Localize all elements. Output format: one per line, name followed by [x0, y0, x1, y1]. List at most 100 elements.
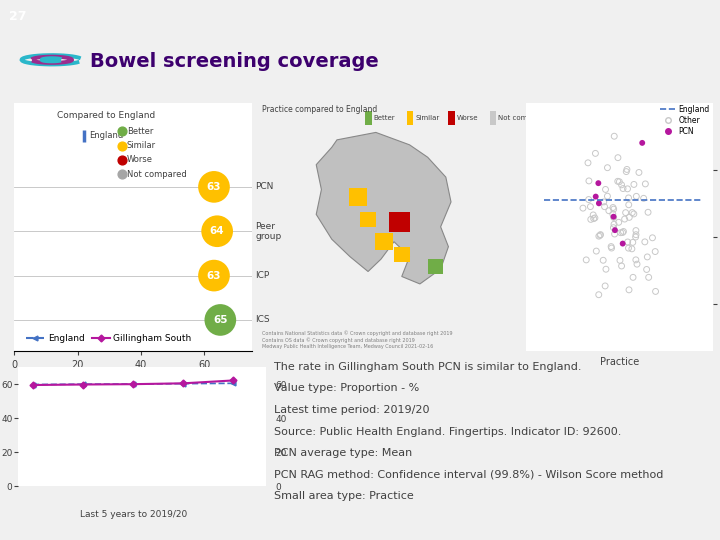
Point — [606, 242, 617, 251]
Point — [212, 227, 223, 235]
Text: 64: 64 — [210, 226, 225, 236]
Point — [588, 211, 599, 219]
Point — [617, 239, 629, 248]
Point — [616, 180, 627, 189]
Point — [583, 177, 595, 185]
Point — [623, 200, 634, 209]
Point — [590, 247, 602, 255]
Point — [608, 213, 619, 222]
Text: Worse: Worse — [127, 156, 153, 164]
Legend: England, Other, PCN: England, Other, PCN — [657, 102, 713, 139]
Text: Source: Public Health England. Fingertips. Indicator ID: 92600.: Source: Public Health England. Fingertip… — [274, 427, 621, 436]
Point — [603, 206, 615, 215]
Point — [598, 198, 610, 206]
Text: Worse: Worse — [456, 114, 478, 120]
Point — [589, 214, 600, 222]
Point — [585, 215, 597, 224]
Gillingham South — [129, 381, 138, 387]
Point — [613, 218, 624, 227]
Text: England: England — [89, 131, 123, 140]
Point — [622, 238, 634, 246]
Point — [593, 179, 604, 187]
Point — [599, 202, 611, 211]
Point — [621, 165, 633, 174]
Point — [588, 214, 600, 223]
Point — [639, 238, 651, 246]
Point — [208, 183, 220, 191]
Point — [602, 164, 613, 172]
Point — [598, 256, 609, 265]
Point — [643, 273, 654, 282]
Line: England: England — [30, 381, 236, 387]
Text: Not compared: Not compared — [498, 114, 547, 120]
Point — [607, 210, 618, 218]
Bar — [407, 111, 413, 125]
Point — [622, 185, 634, 193]
Text: Latest time period: 2019/20: Latest time period: 2019/20 — [274, 405, 429, 415]
Text: Contains National Statistics data © Crown copyright and database right 2019
Cont: Contains National Statistics data © Crow… — [262, 330, 452, 348]
Gillingham South — [179, 380, 188, 387]
Text: Similar: Similar — [127, 141, 156, 150]
Point — [608, 220, 620, 228]
Point — [626, 245, 638, 253]
Point — [627, 273, 639, 282]
Gillingham South — [29, 382, 37, 388]
Text: Similar: Similar — [415, 114, 439, 120]
Point — [590, 149, 601, 158]
Point — [215, 315, 226, 324]
Text: Bowel screening coverage: Bowel screening coverage — [90, 51, 379, 71]
Point — [585, 202, 596, 211]
Point — [608, 212, 619, 221]
Bar — [490, 111, 496, 125]
Text: PCN average type: Mean: PCN average type: Mean — [274, 448, 412, 458]
Point — [580, 255, 592, 264]
Point — [615, 228, 626, 237]
Text: Peer
group: Peer group — [255, 222, 282, 241]
Point — [117, 156, 128, 164]
Point — [617, 184, 629, 193]
Point — [626, 208, 638, 217]
Point — [631, 260, 643, 268]
Gillingham South — [78, 381, 87, 388]
Text: The rate in Gillingham South PCN is similar to England.: The rate in Gillingham South PCN is simi… — [274, 362, 581, 372]
Text: Compared to England: Compared to England — [57, 111, 156, 120]
Point — [590, 192, 601, 201]
Point — [630, 255, 642, 264]
Point — [208, 271, 220, 280]
Point — [647, 233, 658, 242]
Point — [609, 226, 621, 234]
England — [78, 381, 87, 387]
Point — [117, 141, 128, 150]
Bar — [394, 247, 410, 261]
Point — [642, 208, 654, 217]
Point — [599, 282, 611, 291]
Point — [577, 204, 589, 212]
Point — [639, 180, 651, 188]
Point — [608, 132, 620, 140]
Bar — [360, 212, 376, 227]
Point — [627, 238, 639, 247]
Bar — [348, 188, 366, 206]
Text: 63: 63 — [207, 182, 221, 192]
Bar — [428, 259, 444, 274]
Bar — [389, 212, 410, 232]
Bar — [366, 111, 372, 125]
Point — [624, 213, 635, 222]
Point — [608, 224, 619, 232]
Point — [117, 127, 128, 136]
Legend: England, Gillingham South: England, Gillingham South — [22, 330, 195, 346]
Text: ICS: ICS — [255, 315, 270, 325]
Point — [594, 231, 606, 240]
Point — [593, 232, 605, 240]
Point — [117, 170, 128, 178]
Text: Last 5 years to 2019/20: Last 5 years to 2019/20 — [80, 510, 186, 519]
Point — [595, 230, 606, 239]
Point — [607, 203, 618, 212]
Point — [633, 168, 644, 177]
Point — [583, 195, 595, 204]
Point — [614, 256, 626, 265]
Point — [616, 262, 627, 271]
Point — [621, 167, 632, 176]
Point — [612, 153, 624, 162]
Point — [636, 139, 648, 147]
